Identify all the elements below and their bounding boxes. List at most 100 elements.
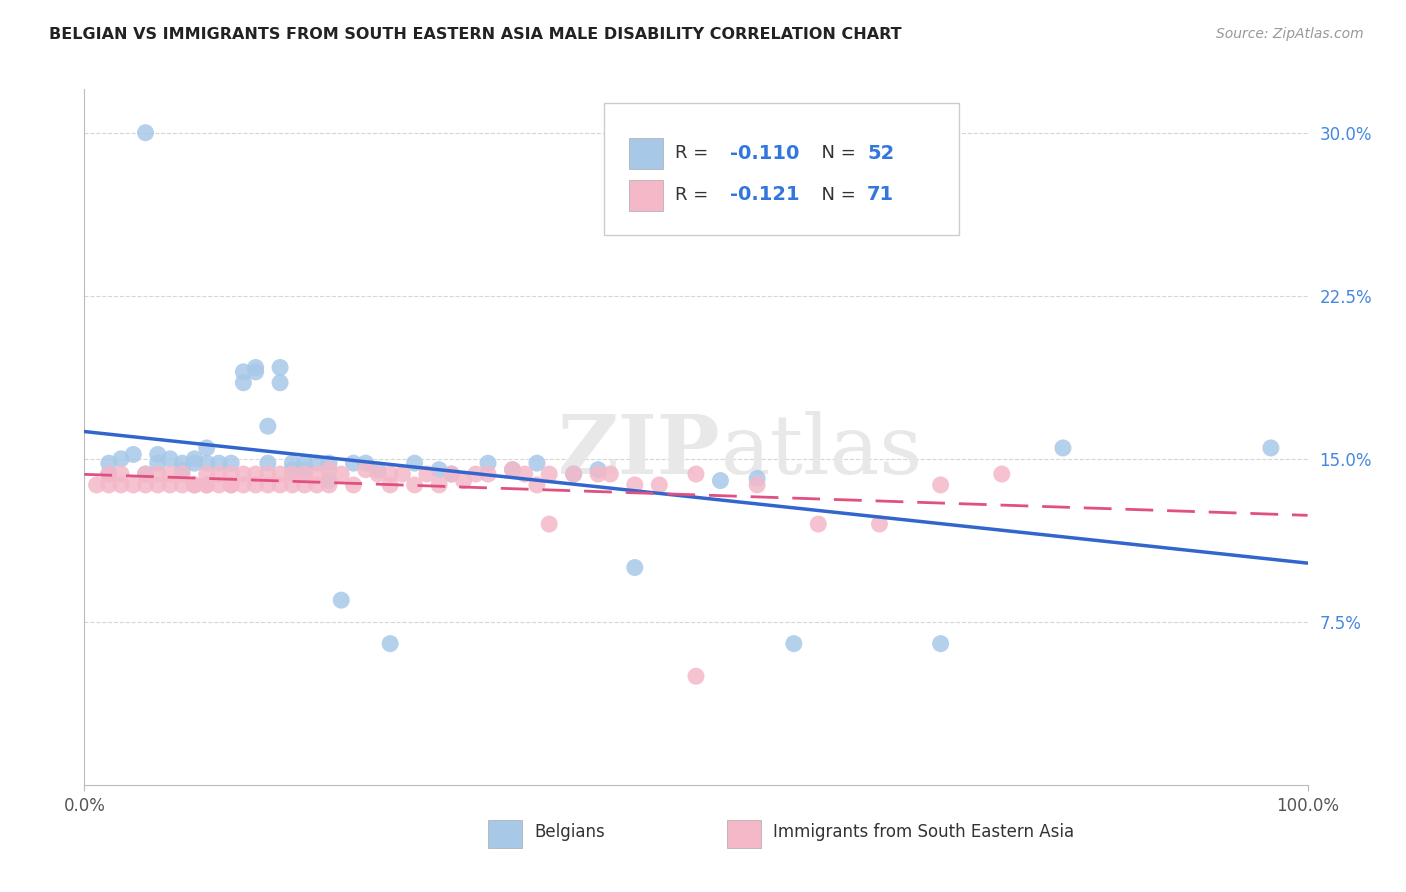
Point [97, 456, 120, 470]
Point [318, 474, 340, 488]
Point [747, 478, 769, 492]
Point [342, 478, 364, 492]
Point [305, 456, 328, 470]
Point [404, 478, 426, 492]
Point [330, 593, 353, 607]
Point [208, 478, 231, 492]
Point [135, 467, 157, 481]
Point [747, 471, 769, 485]
Point [709, 474, 731, 488]
Point [183, 456, 205, 470]
Point [195, 478, 218, 492]
Point [1052, 441, 1074, 455]
Point [380, 637, 402, 651]
Point [257, 456, 280, 470]
Point [526, 478, 548, 492]
Point [172, 478, 194, 492]
Point [685, 467, 707, 481]
Text: R =: R = [675, 186, 714, 204]
Point [208, 456, 231, 470]
Point [122, 447, 145, 462]
Point [159, 467, 181, 481]
Point [110, 467, 132, 481]
Point [232, 365, 254, 379]
Point [440, 467, 463, 481]
Text: Immigrants from South Eastern Asia: Immigrants from South Eastern Asia [773, 823, 1074, 841]
Text: 71: 71 [868, 186, 894, 204]
Point [281, 478, 304, 492]
Point [586, 467, 609, 481]
Point [427, 478, 450, 492]
Point [440, 467, 463, 481]
Point [502, 463, 524, 477]
Point [146, 478, 169, 492]
Point [294, 467, 316, 481]
Point [991, 467, 1014, 481]
Point [416, 467, 439, 481]
Text: R =: R = [675, 145, 714, 162]
Text: Belgians: Belgians [534, 823, 605, 841]
Point [929, 478, 952, 492]
Point [367, 463, 389, 477]
Point [477, 467, 499, 481]
Point [219, 467, 242, 481]
Point [294, 456, 316, 470]
Point [502, 463, 524, 477]
Point [135, 478, 157, 492]
Point [245, 365, 267, 379]
Point [562, 467, 585, 481]
Point [172, 467, 194, 481]
Text: -0.110: -0.110 [730, 144, 800, 162]
Text: N =: N = [810, 145, 862, 162]
Point [318, 478, 340, 492]
Point [269, 467, 291, 481]
FancyBboxPatch shape [727, 820, 761, 847]
Point [269, 478, 291, 492]
Point [232, 467, 254, 481]
Point [122, 478, 145, 492]
Point [110, 478, 132, 492]
Point [245, 478, 267, 492]
Point [219, 478, 242, 492]
Point [110, 451, 132, 466]
FancyBboxPatch shape [605, 103, 959, 235]
Point [245, 360, 267, 375]
Point [391, 467, 413, 481]
Point [562, 467, 585, 481]
Point [318, 463, 340, 477]
Point [146, 456, 169, 470]
Point [648, 478, 671, 492]
Point [869, 516, 891, 531]
Text: 52: 52 [868, 144, 894, 162]
Point [97, 478, 120, 492]
Point [146, 447, 169, 462]
Point [342, 456, 364, 470]
Point [404, 456, 426, 470]
Point [318, 456, 340, 470]
Text: atlas: atlas [720, 411, 922, 491]
Point [330, 467, 353, 481]
Point [929, 637, 952, 651]
Point [354, 463, 377, 477]
FancyBboxPatch shape [488, 820, 522, 847]
Point [453, 474, 475, 488]
Point [183, 478, 205, 492]
Point [159, 451, 181, 466]
Point [195, 456, 218, 470]
Point [146, 467, 169, 481]
Point [513, 467, 536, 481]
Point [538, 516, 561, 531]
Point [807, 516, 830, 531]
Point [354, 456, 377, 470]
Point [685, 669, 707, 683]
Point [172, 456, 194, 470]
FancyBboxPatch shape [628, 138, 664, 169]
FancyBboxPatch shape [628, 179, 664, 211]
Point [97, 467, 120, 481]
Point [526, 456, 548, 470]
Point [477, 456, 499, 470]
Point [281, 456, 304, 470]
Point [219, 456, 242, 470]
Point [1260, 441, 1282, 455]
Point [257, 478, 280, 492]
